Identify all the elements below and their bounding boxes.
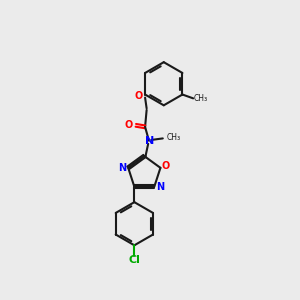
Text: CH₃: CH₃ [167,133,181,142]
Text: CH₃: CH₃ [194,94,208,103]
Text: Cl: Cl [128,255,140,265]
Text: O: O [135,91,143,101]
Text: N: N [157,182,165,192]
Text: N: N [145,136,154,146]
Text: O: O [162,161,170,171]
Text: O: O [124,120,133,130]
Text: N: N [118,163,126,173]
